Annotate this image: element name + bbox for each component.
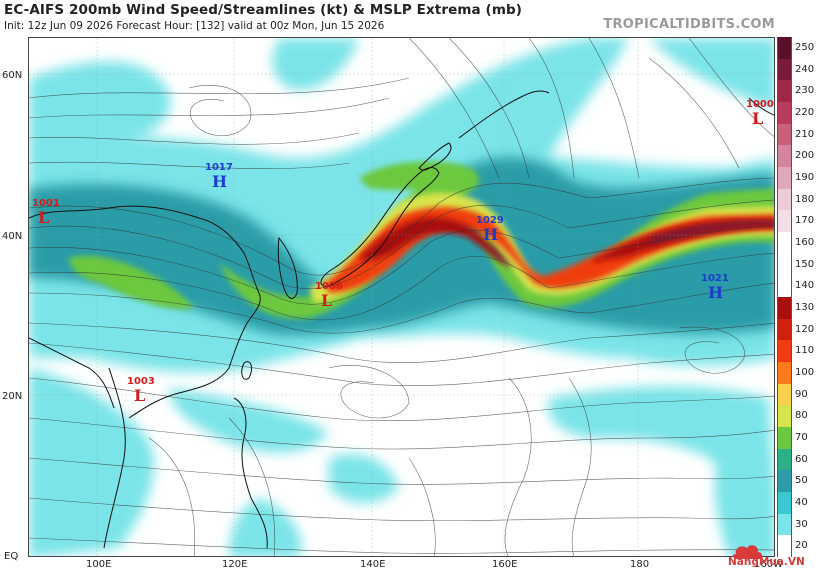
colorbar-label: 100 (795, 366, 815, 378)
colorbar-segment (777, 297, 792, 320)
svg-text:1017: 1017 (205, 162, 233, 173)
svg-text:H: H (483, 225, 498, 244)
colorbar-label: 160 (795, 236, 815, 248)
colorbar-label: 180 (795, 193, 815, 205)
colorbar-label: 120 (795, 323, 815, 335)
colorbar-label: 20 (795, 540, 808, 552)
colorbar-segment (777, 383, 792, 406)
svg-text:L: L (321, 291, 332, 310)
colorbar-label: 190 (795, 171, 815, 183)
svg-text:L: L (752, 109, 763, 128)
pressure-low-1006: 1006 L (315, 281, 343, 310)
colorbar-label: 90 (795, 388, 808, 400)
pressure-extrema: 1001 L 1017 H 1029 H 1006 L 1021 H 1003 … (32, 99, 774, 405)
colorbar-segment (777, 37, 792, 60)
colorbar-label: 250 (795, 41, 815, 53)
svg-text:L: L (38, 208, 49, 227)
lon-label-100e: 100E (86, 559, 112, 570)
colorbar-label: 240 (795, 63, 815, 75)
colorbar-segment (777, 58, 792, 81)
map-panel: 1001 L 1017 H 1029 H 1006 L 1021 H 1003 … (28, 37, 775, 557)
colorbar-segment (777, 275, 792, 298)
colorbar-segment (777, 318, 792, 341)
colorbar-segment (777, 210, 792, 233)
svg-text:1006: 1006 (315, 281, 343, 292)
pressure-low-1000: 1000 L (746, 99, 774, 128)
colorbar (777, 37, 792, 558)
svg-text:1029: 1029 (476, 215, 504, 226)
svg-text:1021: 1021 (701, 273, 729, 284)
colorbar-segment (777, 123, 792, 146)
jet-core-red (359, 217, 774, 268)
svg-text:H: H (212, 172, 227, 191)
colorbar-label: 140 (795, 280, 815, 292)
colorbar-segment (777, 470, 792, 493)
brand-label: TROPICALTIDBITS.COM (603, 17, 775, 32)
colorbar-label: 220 (795, 106, 815, 118)
lon-label-120e: 120E (222, 559, 248, 570)
colorbar-segment (777, 188, 792, 211)
colorbar-segment (777, 513, 792, 536)
colorbar-segment (777, 448, 792, 471)
colorbar-segment (777, 362, 792, 385)
pressure-low-1003: 1003 L (127, 376, 155, 405)
grid-lines (29, 38, 774, 556)
colorbar-segment (777, 535, 792, 558)
colorbar-label: 230 (795, 85, 815, 97)
svg-text:1001: 1001 (32, 198, 60, 209)
wind-speed-map: 1001 L 1017 H 1029 H 1006 L 1021 H 1003 … (29, 38, 774, 556)
svg-text:1003: 1003 (127, 376, 155, 387)
lon-label-180: 180 (630, 559, 650, 570)
svg-text:L: L (134, 386, 145, 405)
colorbar-segment (777, 145, 792, 168)
colorbar-label: 70 (795, 431, 808, 443)
colorbar-label: 60 (795, 453, 808, 465)
colorbar-label: 50 (795, 475, 808, 487)
svg-text:H: H (708, 283, 723, 302)
colorbar-segment (777, 492, 792, 515)
lon-label-160e: 160E (492, 559, 518, 570)
colorbar-segment (777, 405, 792, 428)
map-subtitle: Init: 12z Jun 09 2026 Forecast Hour: [13… (4, 20, 385, 32)
pressure-high-1021: 1021 H (701, 273, 729, 302)
pressure-high-1029: 1029 H (476, 215, 504, 244)
colorbar-segment (777, 102, 792, 125)
map-title: EC-AIFS 200mb Wind Speed/Streamlines (kt… (4, 2, 523, 18)
pressure-low-1001: 1001 L (32, 198, 60, 227)
colorbar-label: 210 (795, 128, 815, 140)
colorbar-label: 200 (795, 150, 815, 162)
colorbar-label: 130 (795, 301, 815, 313)
colorbar-label: 110 (795, 345, 815, 357)
lat-label-20n: 20N (2, 391, 23, 402)
lon-label-160w: 160W (754, 559, 783, 570)
colorbar-segment (777, 340, 792, 363)
lat-label-eq: EQ (4, 551, 19, 562)
colorbar-label: 30 (795, 518, 808, 530)
lat-label-40n: 40N (2, 231, 23, 242)
cloud-rain-logo (732, 545, 763, 559)
colorbar-segment (777, 427, 792, 450)
lat-label-60n: 60N (2, 70, 23, 81)
colorbar-segment (777, 80, 792, 103)
watermark-text: NangMua.VN (728, 556, 805, 568)
colorbar-segment (777, 167, 792, 190)
streamlines (29, 38, 774, 556)
colorbar-label: 80 (795, 410, 808, 422)
colorbar-segment (777, 253, 792, 276)
jet-core-maroon (489, 220, 774, 268)
svg-text:1000: 1000 (746, 99, 774, 110)
colorbar-label: 40 (795, 496, 808, 508)
colorbar-label: 170 (795, 215, 815, 227)
colorbar-segment (777, 232, 792, 255)
colorbar-label: 150 (795, 258, 815, 270)
pressure-high-1017: 1017 H (205, 162, 233, 191)
lon-label-140e: 140E (360, 559, 386, 570)
